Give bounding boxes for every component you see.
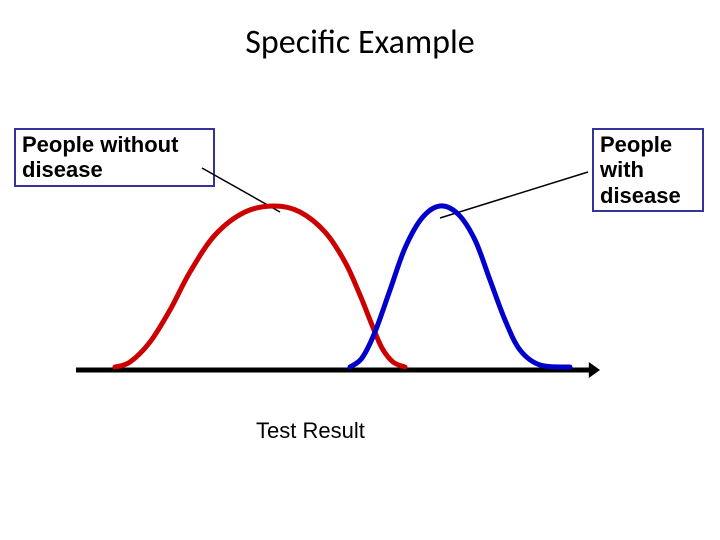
curve-with-disease <box>350 206 570 367</box>
distribution-chart <box>0 0 720 540</box>
curve-without-disease <box>115 206 405 367</box>
x-axis-arrow-icon <box>589 362 600 378</box>
leader-line-right <box>440 172 588 218</box>
